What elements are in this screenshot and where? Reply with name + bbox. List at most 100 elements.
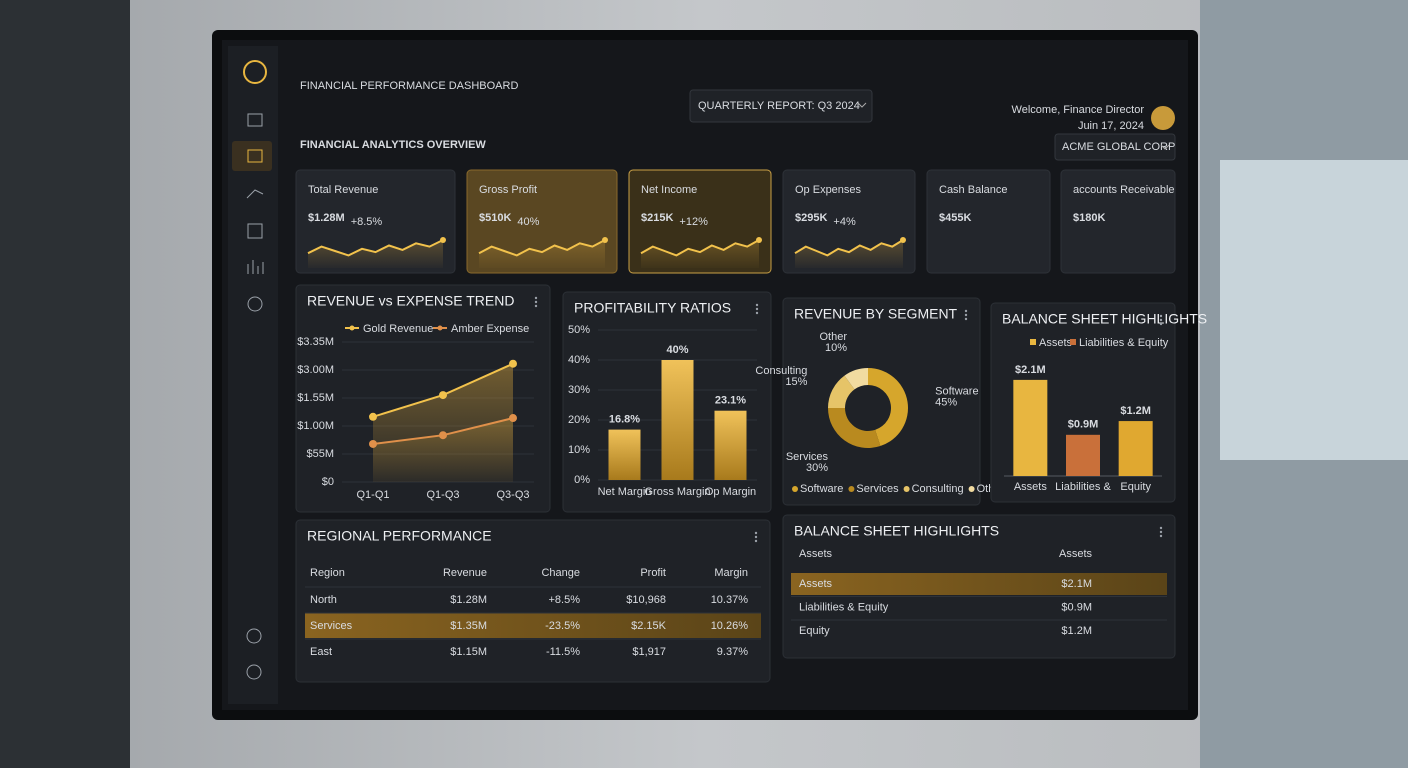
table-cell: East: [310, 646, 332, 658]
menu-dot: [1159, 534, 1163, 538]
slice-label: Software: [935, 385, 978, 397]
menu-dot: [964, 313, 968, 317]
column-header: Revenue: [443, 567, 487, 579]
menu-dot: [534, 296, 538, 300]
panel-title: PROFITABILITY RATIOS: [574, 300, 731, 316]
bar: [1066, 434, 1100, 476]
bar: [608, 429, 641, 480]
company-selector-text[interactable]: ACME GLOBAL CORP: [1062, 141, 1175, 153]
nav-home[interactable]: [247, 113, 263, 127]
sparkline: [794, 239, 904, 257]
legend-label: Gold Revenue: [363, 323, 433, 335]
table-cell: Liabilities & Equity: [799, 601, 889, 613]
y-tick-label: 20%: [568, 414, 590, 426]
kpi-label: Gross Profit: [479, 184, 537, 196]
table-cell: $1.28M: [450, 594, 487, 606]
row-highlight[interactable]: [305, 613, 761, 638]
menu-dot: [755, 303, 759, 307]
panel-title: REGIONAL PERFORMANCE: [307, 528, 492, 544]
nav-trends[interactable]: [246, 189, 264, 199]
nav-settings[interactable]: [247, 296, 263, 312]
x-tick-label: Q1-Q1: [356, 489, 389, 501]
sparkline: [640, 239, 760, 257]
nav-analytics[interactable]: [247, 149, 263, 163]
table-cell: $2.1M: [1061, 578, 1092, 590]
y-tick-label: $55M: [306, 448, 334, 460]
table-cell: $1,917: [632, 646, 666, 658]
kpi-change: +12%: [679, 216, 708, 228]
donut-slice: [868, 368, 908, 447]
row-highlight[interactable]: [791, 573, 1167, 595]
table-cell: -23.5%: [545, 620, 580, 632]
kpi-label: Total Revenue: [308, 184, 378, 196]
series-area: [373, 418, 513, 482]
table-cell: North: [310, 594, 337, 606]
nav-charts[interactable]: [247, 260, 264, 274]
menu-dot: [754, 539, 758, 543]
avatar[interactable]: [1151, 106, 1175, 130]
menu-dot: [964, 317, 968, 321]
series-point: [509, 359, 517, 368]
bar: [1013, 379, 1048, 476]
nav-config[interactable]: [246, 664, 262, 680]
kpi-value: $295K: [795, 212, 827, 224]
y-tick-label: $1.55M: [297, 392, 334, 404]
table-cell: Equity: [799, 625, 830, 637]
y-tick-label: 0%: [574, 474, 590, 486]
welcome-text: Welcome, Finance Director: [1012, 104, 1145, 116]
bar-value-label: 40%: [666, 344, 688, 356]
panel-title: REVENUE BY SEGMENT: [794, 306, 958, 322]
y-tick-label: $0: [322, 476, 334, 488]
panel: [295, 519, 771, 683]
column-header: Margin: [714, 567, 748, 579]
left-office: [0, 0, 130, 768]
report-selector[interactable]: [689, 89, 873, 123]
table-cell: 9.37%: [717, 646, 748, 658]
legend-label: Assets: [1039, 337, 1073, 349]
table-cell: Assets: [799, 578, 833, 590]
report-selector-text[interactable]: QUARTERLY REPORT: Q3 2024: [698, 100, 860, 112]
legend-dot: [792, 486, 798, 492]
kpi-label: Cash Balance: [939, 184, 1008, 196]
sparkline: [478, 239, 606, 257]
dashboard-title: FINANCIAL PERFORMANCE DASHBOARD: [300, 80, 518, 92]
slice-label: Services: [786, 451, 829, 463]
y-tick-label: 40%: [568, 354, 590, 366]
kpi-label: Net Income: [641, 184, 697, 196]
nav-reports[interactable]: [247, 223, 263, 239]
table-cell: $2.15K: [631, 620, 667, 632]
x-tick-label: Assets: [1014, 481, 1048, 493]
bar-value-label: 23.1%: [715, 395, 746, 407]
menu-dot: [1159, 318, 1163, 322]
legend-swatch: [1030, 339, 1036, 345]
slice-value: 15%: [785, 376, 807, 388]
legend-label: Liabilities & Equity: [1079, 337, 1169, 349]
legend-label: Amber Expense: [451, 323, 529, 335]
kpi-card: [1060, 169, 1176, 274]
sparkline-end: [602, 237, 608, 243]
company-selector[interactable]: [1054, 133, 1176, 161]
bar-value-label: $0.9M: [1068, 419, 1099, 431]
logo-icon: [243, 60, 267, 84]
slice-label: Consulting: [755, 365, 807, 377]
x-tick-label: Op Margin: [705, 486, 756, 498]
nav-active[interactable]: [232, 141, 272, 171]
series-point: [369, 439, 377, 448]
bar: [661, 360, 694, 480]
kpi-value: $1.28M: [308, 212, 345, 224]
table-cell: $1.15M: [450, 646, 487, 658]
legend-dot: [848, 486, 855, 492]
kpi-value: $455K: [939, 212, 971, 224]
legend-label: Software: [800, 483, 843, 495]
menu-dot: [754, 531, 758, 535]
menu-dot: [754, 535, 758, 539]
kpi-change: +8.5%: [351, 216, 383, 228]
menu-dot: [1159, 322, 1163, 326]
table-cell: $1.35M: [450, 620, 487, 632]
nav-help[interactable]: [246, 628, 262, 644]
x-tick-label: Gross Margin: [644, 486, 710, 498]
column-header: Profit: [640, 567, 666, 579]
kpi-change: 40%: [517, 216, 539, 228]
bar-value-label: $2.1M: [1015, 364, 1046, 376]
kpi-value: $180K: [1073, 212, 1105, 224]
